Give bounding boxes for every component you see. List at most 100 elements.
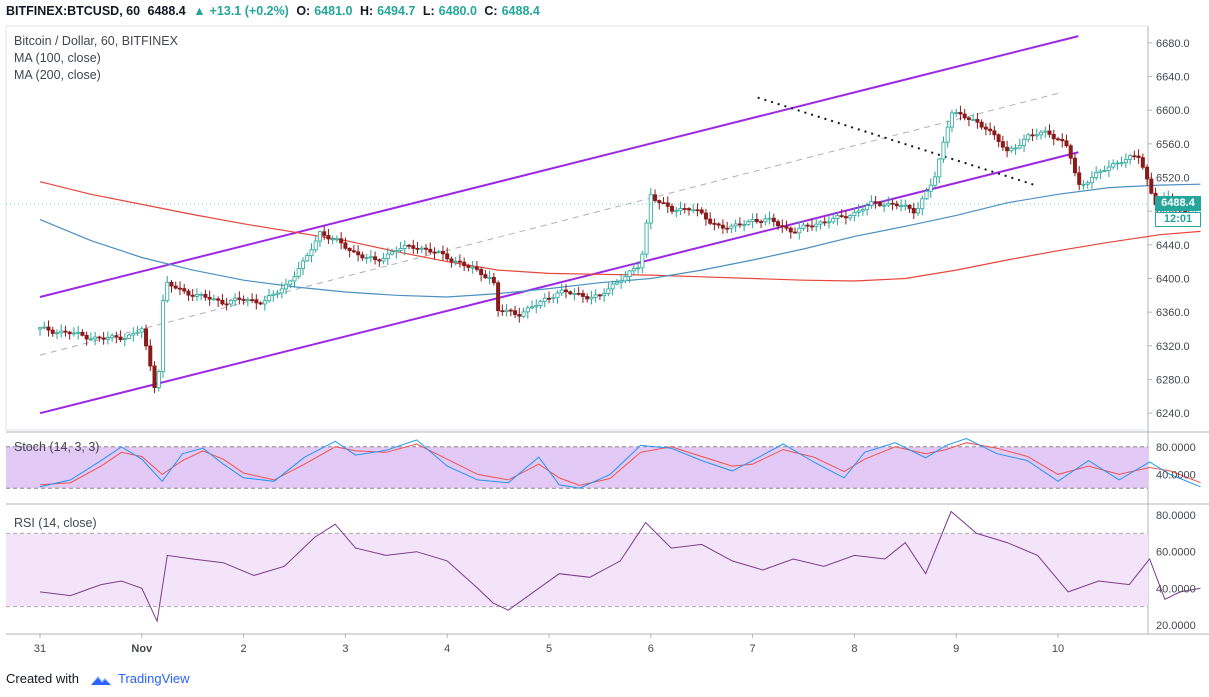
candle[interactable] bbox=[449, 258, 454, 262]
candle[interactable] bbox=[131, 332, 136, 336]
candle[interactable] bbox=[1077, 172, 1082, 185]
candle[interactable] bbox=[653, 194, 658, 201]
candle[interactable] bbox=[924, 190, 929, 200]
candle[interactable] bbox=[50, 329, 55, 334]
candle[interactable] bbox=[101, 337, 106, 340]
channel-lower-line[interactable] bbox=[39, 151, 1079, 415]
candle[interactable] bbox=[411, 245, 416, 249]
rsi-label[interactable]: RSI (14, close) bbox=[14, 516, 97, 530]
candle[interactable] bbox=[992, 130, 997, 136]
candle[interactable] bbox=[729, 225, 734, 229]
candle[interactable] bbox=[979, 121, 984, 128]
candle[interactable] bbox=[1000, 141, 1005, 148]
candle[interactable] bbox=[284, 283, 289, 290]
candle[interactable] bbox=[678, 208, 683, 212]
candle[interactable] bbox=[534, 305, 539, 308]
candle[interactable] bbox=[801, 224, 806, 229]
candle[interactable] bbox=[356, 251, 361, 256]
candle[interactable] bbox=[42, 326, 47, 329]
candle[interactable] bbox=[788, 227, 793, 233]
candle[interactable] bbox=[508, 309, 513, 312]
candle[interactable] bbox=[966, 117, 971, 120]
candle[interactable] bbox=[551, 297, 556, 300]
candle[interactable] bbox=[339, 238, 344, 244]
candle[interactable] bbox=[118, 336, 123, 340]
candle[interactable] bbox=[661, 202, 666, 205]
candle[interactable] bbox=[627, 270, 632, 277]
candle[interactable] bbox=[462, 261, 467, 267]
candle[interactable] bbox=[300, 260, 305, 269]
candle[interactable] bbox=[440, 251, 445, 255]
candle[interactable] bbox=[254, 299, 259, 304]
candle[interactable] bbox=[233, 297, 238, 301]
candle[interactable] bbox=[720, 224, 725, 229]
candle[interactable] bbox=[186, 290, 191, 296]
stoch-d-line[interactable] bbox=[39, 442, 1201, 486]
candle[interactable] bbox=[491, 276, 496, 284]
candle[interactable] bbox=[983, 126, 988, 130]
candle[interactable] bbox=[377, 259, 382, 262]
candle[interactable] bbox=[127, 334, 132, 339]
candle[interactable] bbox=[457, 260, 462, 263]
candle[interactable] bbox=[292, 276, 297, 282]
candle[interactable] bbox=[80, 331, 85, 336]
candle[interactable] bbox=[347, 247, 352, 252]
candle[interactable] bbox=[784, 226, 789, 229]
candle[interactable] bbox=[322, 231, 327, 236]
candle[interactable] bbox=[949, 112, 954, 128]
candle[interactable] bbox=[250, 299, 255, 302]
candle[interactable] bbox=[71, 332, 76, 335]
candle[interactable] bbox=[1081, 183, 1086, 186]
candle[interactable] bbox=[419, 247, 424, 250]
candle[interactable] bbox=[1064, 140, 1069, 147]
candle[interactable] bbox=[97, 336, 102, 339]
candle[interactable] bbox=[941, 141, 946, 160]
candle[interactable] bbox=[547, 297, 552, 300]
candle[interactable] bbox=[313, 240, 318, 251]
candle[interactable] bbox=[1089, 177, 1094, 184]
candle[interactable] bbox=[750, 218, 755, 222]
candle[interactable] bbox=[1115, 162, 1120, 165]
candle[interactable] bbox=[695, 209, 700, 212]
candle[interactable] bbox=[1085, 182, 1090, 185]
candle[interactable] bbox=[530, 306, 535, 309]
candle[interactable] bbox=[780, 225, 785, 228]
candle[interactable] bbox=[279, 288, 284, 294]
candle[interactable] bbox=[754, 218, 759, 222]
candle[interactable] bbox=[381, 258, 386, 262]
symbol-name[interactable]: BITFINEX:BTCUSD, 60 bbox=[6, 4, 141, 18]
candle[interactable] bbox=[1056, 138, 1061, 141]
candle[interactable] bbox=[873, 201, 878, 204]
candle[interactable] bbox=[1094, 171, 1099, 178]
candle[interactable] bbox=[1060, 139, 1065, 142]
candle[interactable] bbox=[996, 134, 1001, 143]
candle[interactable] bbox=[907, 204, 912, 209]
candle[interactable] bbox=[1043, 130, 1048, 133]
candle[interactable] bbox=[814, 223, 819, 227]
candle[interactable] bbox=[1132, 155, 1137, 158]
candle[interactable] bbox=[1145, 166, 1150, 180]
candle[interactable] bbox=[220, 299, 225, 305]
candle[interactable] bbox=[402, 244, 407, 249]
candle[interactable] bbox=[453, 260, 458, 263]
candle[interactable] bbox=[228, 299, 233, 305]
candle[interactable] bbox=[793, 231, 798, 234]
candle[interactable] bbox=[580, 293, 585, 297]
candle[interactable] bbox=[38, 327, 43, 330]
candle[interactable] bbox=[865, 205, 870, 211]
candle[interactable] bbox=[703, 212, 708, 220]
candle[interactable] bbox=[733, 223, 738, 227]
candle[interactable] bbox=[415, 248, 420, 250]
candle[interactable] bbox=[712, 222, 717, 225]
candle[interactable] bbox=[1102, 169, 1107, 172]
candle[interactable] bbox=[1022, 138, 1027, 146]
candle[interactable] bbox=[958, 112, 963, 115]
candle[interactable] bbox=[432, 251, 437, 254]
candle[interactable] bbox=[856, 210, 861, 213]
candle[interactable] bbox=[470, 266, 475, 269]
candle[interactable] bbox=[797, 227, 802, 234]
candle[interactable] bbox=[843, 216, 848, 219]
candle[interactable] bbox=[725, 227, 730, 230]
candle[interactable] bbox=[373, 256, 378, 261]
candle[interactable] bbox=[161, 300, 166, 372]
